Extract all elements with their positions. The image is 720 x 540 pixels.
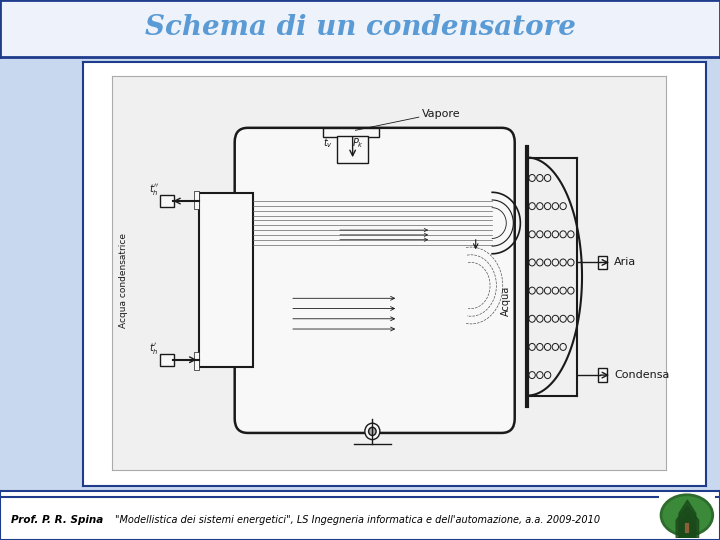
Circle shape — [536, 315, 543, 322]
Bar — [337, 136, 368, 163]
Circle shape — [536, 372, 543, 379]
Circle shape — [560, 287, 567, 294]
Circle shape — [529, 231, 535, 238]
Circle shape — [544, 259, 551, 266]
Circle shape — [567, 287, 574, 294]
Circle shape — [529, 315, 535, 322]
Circle shape — [544, 202, 551, 210]
Circle shape — [536, 174, 543, 181]
Bar — [160, 354, 174, 366]
Circle shape — [544, 372, 551, 379]
Circle shape — [365, 423, 380, 440]
Circle shape — [552, 259, 559, 266]
Text: Vapore: Vapore — [422, 109, 460, 119]
Circle shape — [536, 231, 543, 238]
Bar — [598, 256, 607, 269]
Text: Condensa: Condensa — [614, 370, 670, 380]
Text: $t_h''$: $t_h''$ — [149, 183, 159, 198]
Circle shape — [567, 259, 574, 266]
Text: Acqua: Acqua — [501, 286, 511, 316]
Circle shape — [544, 231, 551, 238]
Text: Aria: Aria — [614, 258, 636, 267]
Text: $t_v$: $t_v$ — [323, 136, 333, 150]
Circle shape — [544, 174, 551, 181]
Circle shape — [529, 343, 535, 350]
Circle shape — [544, 287, 551, 294]
Text: Schema di un condensatore: Schema di un condensatore — [145, 14, 575, 40]
Circle shape — [552, 315, 559, 322]
Circle shape — [529, 372, 535, 379]
Circle shape — [661, 495, 713, 536]
Circle shape — [529, 202, 535, 210]
Bar — [323, 128, 379, 137]
Bar — [194, 352, 199, 370]
Circle shape — [529, 259, 535, 266]
Text: Acqua condensatrice: Acqua condensatrice — [119, 233, 128, 328]
Circle shape — [560, 315, 567, 322]
Text: "Modellistica dei sistemi energetici", LS Ingegneria informatica e dell'automazi: "Modellistica dei sistemi energetici", L… — [115, 515, 600, 524]
Circle shape — [560, 231, 567, 238]
Text: $t_h'$: $t_h'$ — [149, 341, 159, 356]
Bar — [199, 193, 253, 367]
Circle shape — [536, 202, 543, 210]
Circle shape — [552, 202, 559, 210]
Circle shape — [369, 427, 376, 435]
Text: Prof. P. R. Spina: Prof. P. R. Spina — [11, 515, 103, 524]
Bar — [194, 191, 199, 208]
Circle shape — [560, 202, 567, 210]
Circle shape — [529, 174, 535, 181]
Text: $P_k$: $P_k$ — [352, 136, 364, 150]
Circle shape — [552, 287, 559, 294]
Circle shape — [529, 287, 535, 294]
Circle shape — [544, 343, 551, 350]
Circle shape — [567, 231, 574, 238]
Circle shape — [560, 259, 567, 266]
FancyBboxPatch shape — [235, 128, 515, 433]
Bar — [598, 368, 607, 382]
Circle shape — [544, 315, 551, 322]
Circle shape — [567, 315, 574, 322]
Bar — [160, 195, 174, 207]
Circle shape — [536, 287, 543, 294]
Circle shape — [536, 343, 543, 350]
Circle shape — [536, 259, 543, 266]
Circle shape — [552, 231, 559, 238]
Circle shape — [560, 343, 567, 350]
Circle shape — [552, 343, 559, 350]
